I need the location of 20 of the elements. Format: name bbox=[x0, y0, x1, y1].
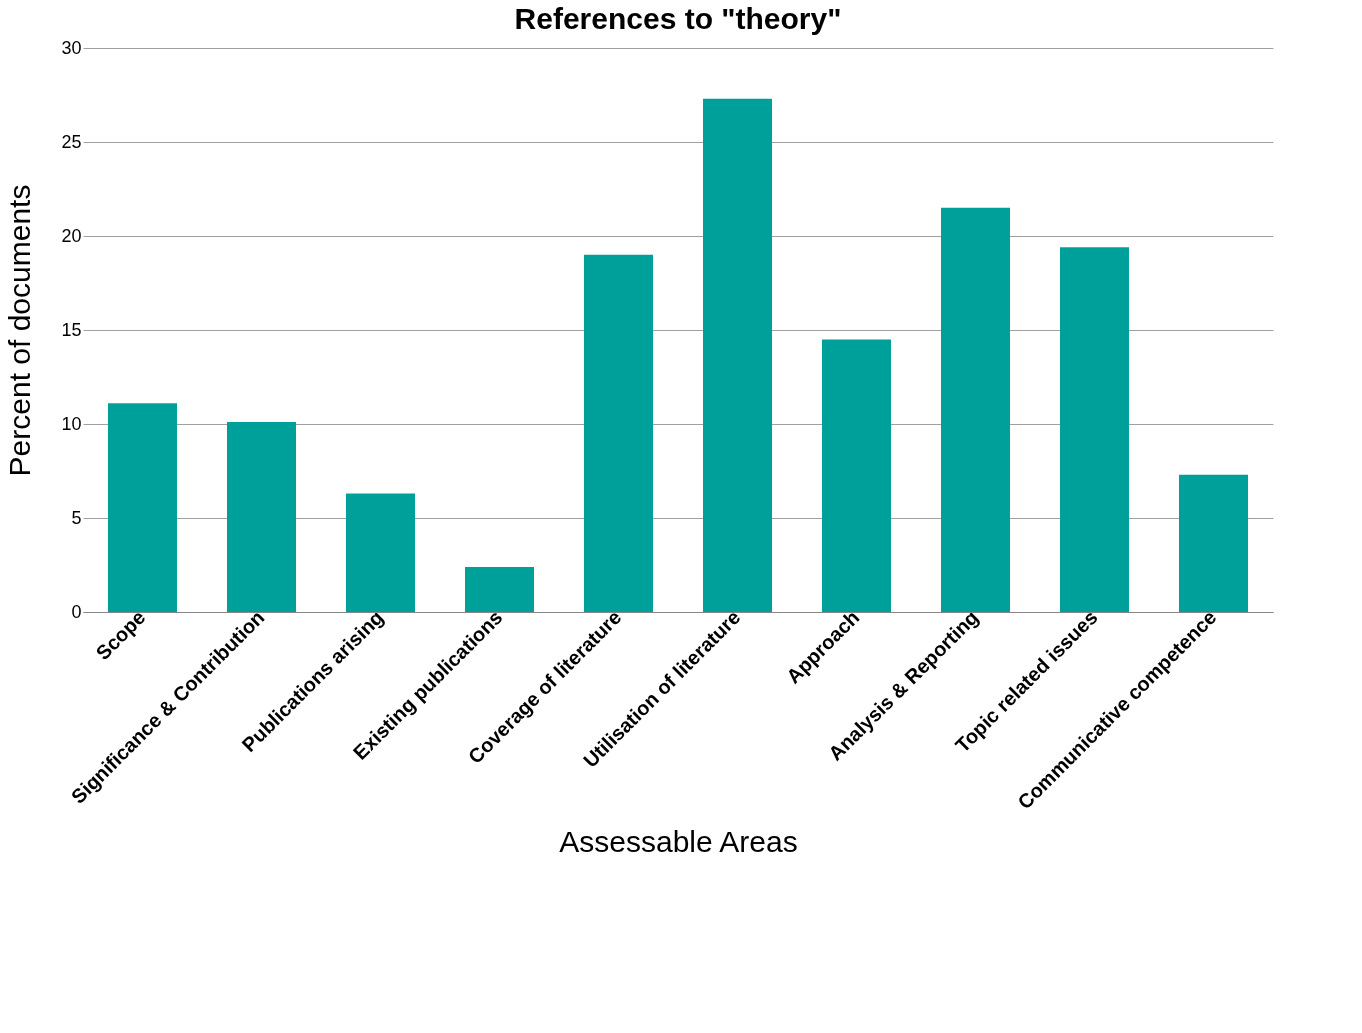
bar bbox=[107, 403, 178, 612]
bar bbox=[821, 339, 892, 612]
bar bbox=[583, 254, 654, 612]
y-tick-label: 20 bbox=[61, 225, 82, 246]
bar bbox=[940, 207, 1011, 612]
bar bbox=[1178, 474, 1249, 612]
bar bbox=[1059, 247, 1130, 612]
bar bbox=[226, 422, 297, 612]
y-tick-label: 15 bbox=[61, 319, 82, 340]
y-tick-label: 5 bbox=[71, 507, 82, 528]
y-tick-label: 10 bbox=[61, 413, 82, 434]
x-axis-title: Assessable Areas bbox=[559, 824, 798, 858]
bar bbox=[345, 493, 416, 612]
y-tick-label: 0 bbox=[71, 601, 82, 622]
y-tick-label: 30 bbox=[61, 37, 82, 58]
bar bbox=[464, 566, 535, 612]
y-axis-title: Percent of documents bbox=[3, 184, 37, 477]
chart-title: References to "theory" bbox=[514, 2, 842, 35]
bar bbox=[702, 98, 773, 612]
y-tick-label: 25 bbox=[61, 131, 82, 152]
